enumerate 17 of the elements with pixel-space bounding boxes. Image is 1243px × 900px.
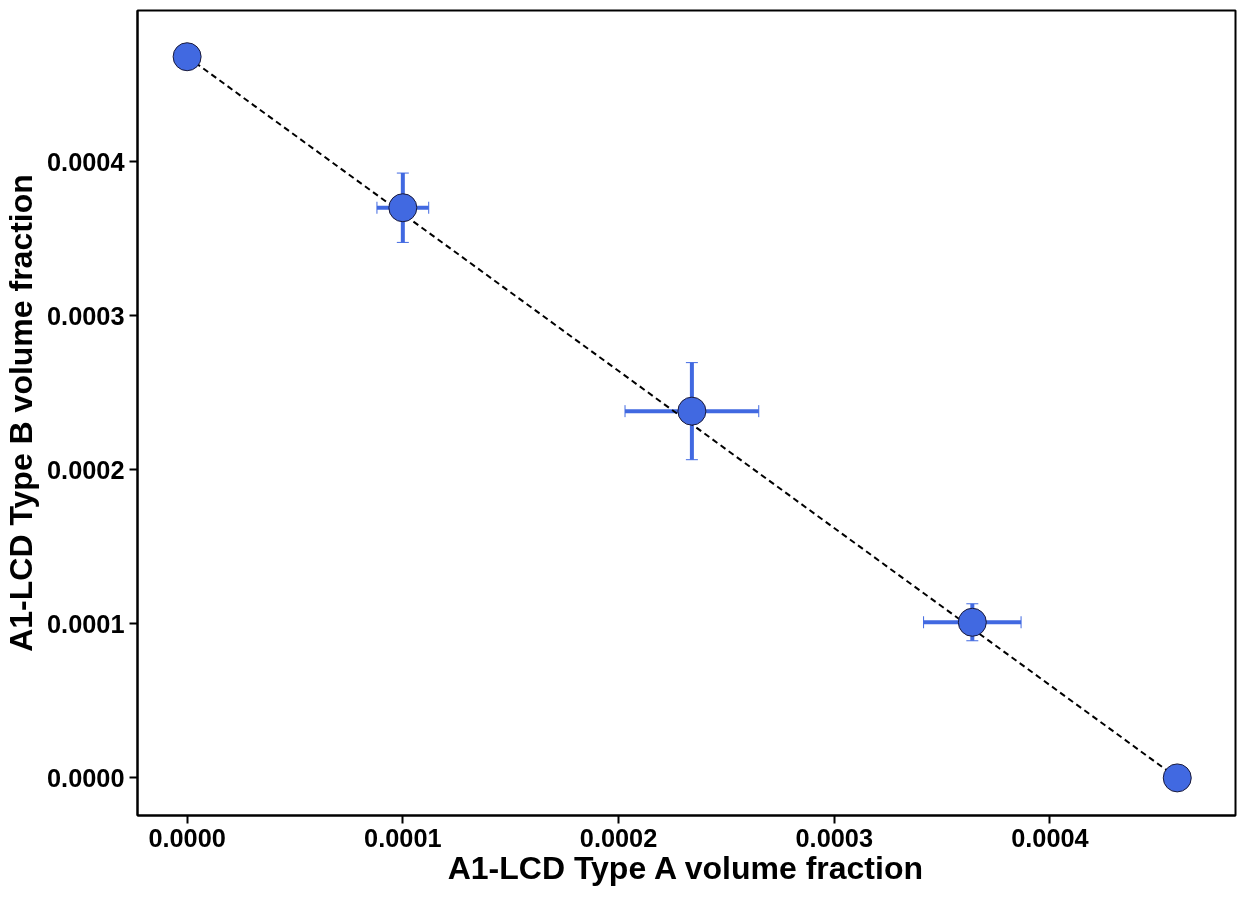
x-axis-title: A1-LCD Type A volume fraction bbox=[447, 849, 923, 886]
y-tick-label: 0.0002 bbox=[47, 455, 125, 484]
y-tick-label: 0.0001 bbox=[47, 609, 125, 638]
x-tick-label: 0.0001 bbox=[364, 823, 442, 852]
y-axis-title: A1-LCD Type B volume fraction bbox=[3, 174, 40, 652]
point bbox=[172, 42, 202, 72]
x-tick-label: 0.0004 bbox=[1011, 823, 1089, 852]
point bbox=[388, 193, 418, 223]
point bbox=[957, 607, 987, 637]
x-tick-label: 0.0002 bbox=[579, 823, 658, 852]
y-tick-label: 0.0003 bbox=[47, 301, 125, 330]
y-tick-label: 0.0000 bbox=[47, 763, 125, 792]
point bbox=[1162, 763, 1192, 793]
point bbox=[677, 396, 707, 426]
y-tick-label: 0.0004 bbox=[47, 147, 125, 176]
x-tick-label: 0.0000 bbox=[148, 823, 226, 852]
x-tick-label: 0.0003 bbox=[795, 823, 873, 852]
